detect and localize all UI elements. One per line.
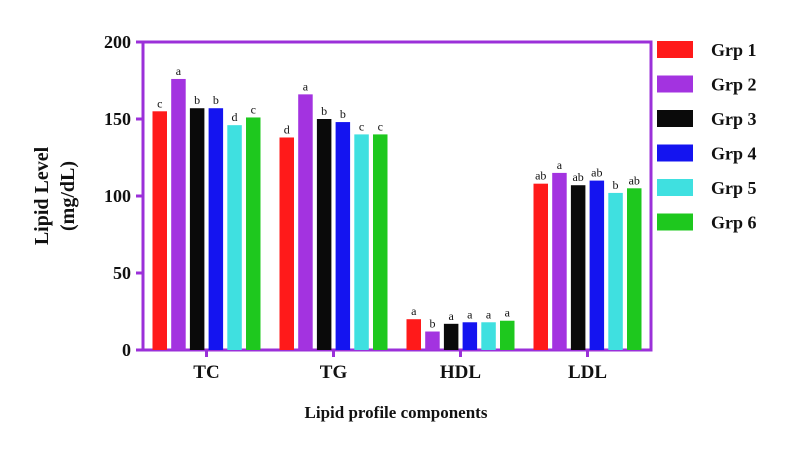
y-tick-label: 0 [122,340,131,360]
legend-label: Grp 5 [711,178,757,198]
bar-grp-5-tc [227,125,242,350]
bar-grp-2-ldl [552,172,567,350]
significance-letter: c [378,119,383,133]
significance-letter: b [613,178,619,192]
bar-grp-3-tg [316,119,332,350]
bar-grp-3-tc [189,108,205,350]
significance-letter: ab [629,173,640,187]
bar-grp-5-hdl [481,322,496,350]
significance-letter: b [194,93,200,107]
significance-letter: b [429,317,435,331]
significance-letter: ab [572,170,583,184]
axes-group: 0 50 100 150 200 TC TG HDL LDL [104,32,607,383]
bar-grp-4-ldl [589,180,605,350]
x-tick-label-tc: TC [193,362,219,383]
y-tick-label: 200 [104,32,131,52]
significance-letter: c [251,102,256,116]
y-tick-label: 150 [104,109,131,129]
bar-grp-1-ldl [533,183,548,350]
bar-grp-5-tg [354,134,369,350]
bar-grp-6-hdl [500,320,515,350]
significance-letter: ab [535,169,546,183]
bar-grp-6-tc [246,117,261,351]
legend-swatch [657,179,693,196]
significance-letter: ab [591,166,602,180]
bar-grp-6-ldl [627,188,642,350]
legend-label: Grp 3 [711,109,757,129]
y-axis-title-line1: Lipid Level [31,146,53,245]
bar-grp-6-tg [373,134,388,350]
significance-letter: a [467,307,473,321]
significance-letter: d [284,122,290,136]
legend-swatch [657,110,693,127]
significance-letter: b [213,93,219,107]
bar-grp-4-tg [335,122,351,350]
significance-letter: b [321,104,327,118]
x-tick-label-ldl: LDL [568,362,607,383]
bar-grp-2-hdl [425,331,440,350]
bar-grp-1-hdl [406,319,421,350]
bar-grp-3-ldl [570,185,586,350]
legend-label: Grp 4 [711,144,757,164]
y-tick-label: 100 [104,186,131,206]
legend-label: Grp 6 [711,213,757,233]
significance-letter: a [486,307,492,321]
legend: Grp 1 Grp 2 Grp 3 Grp 4 Grp 5 Grp 6 [657,40,757,233]
significance-letter: b [340,107,346,121]
bar-grp-4-hdl [462,322,478,350]
legend-label: Grp 1 [711,40,757,60]
bar-grp-2-tc [171,78,186,351]
bar-grp-2-tg [298,94,313,350]
significance-letter: c [157,96,162,110]
y-tick-label: 50 [113,263,131,283]
bars-group [152,78,642,351]
bar-grp-1-tg [279,137,294,350]
bar-grp-3-hdl [443,323,459,350]
bar-grp-5-ldl [608,192,623,350]
significance-letter: a [176,64,182,78]
bar-grp-1-tc [152,111,167,350]
significance-letter: a [505,306,511,320]
legend-swatch [657,213,693,231]
legend-swatch [657,75,693,93]
legend-label: Grp 2 [711,75,757,95]
x-tick-label-tg: TG [320,362,348,383]
legend-swatch [657,41,693,58]
significance-letter: a [448,309,454,323]
x-axis-title: Lipid profile components [305,403,488,422]
significance-letter: a [557,158,563,172]
significance-letter: c [359,119,364,133]
bar-grp-4-tc [208,108,224,350]
significance-letter: d [232,110,238,124]
y-axis-title-line2: (mg/dL) [57,161,79,231]
significance-letter: a [411,304,417,318]
legend-swatch [657,144,693,162]
significance-letter: a [303,79,309,93]
x-tick-label-hdl: HDL [440,362,481,383]
